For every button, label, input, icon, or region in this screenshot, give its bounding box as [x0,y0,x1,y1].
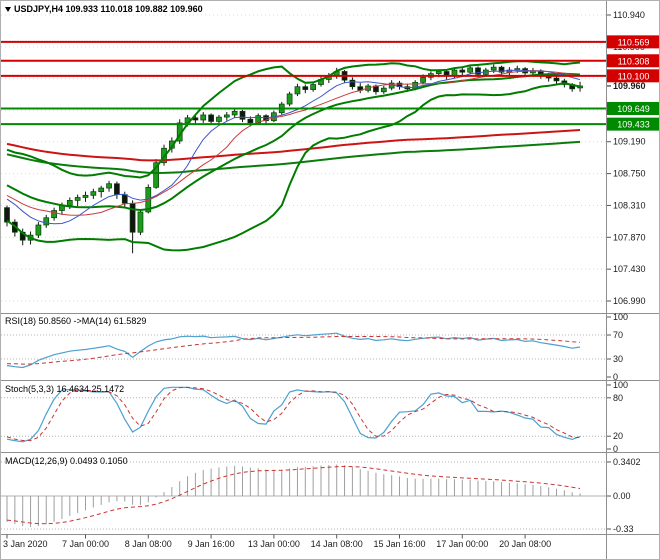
svg-text:107.430: 107.430 [613,264,646,274]
macd-signal-line [6,465,581,525]
svg-text:109.433: 109.433 [617,120,650,130]
stoch-signal-line [6,386,581,442]
time-axis-labels: 3 Jan 2020 7 Jan 00:00 8 Jan 08:00 9 Jan 16… [3,534,551,549]
svg-text:110.940: 110.940 [613,10,645,20]
svg-text:109.190: 109.190 [613,137,646,147]
time-axis[interactable] [1,535,660,560]
rsi-pane [1,332,606,369]
svg-text:109.649: 109.649 [617,104,650,114]
svg-text:8 Jan 08:00: 8 Jan 08:00 [125,539,172,549]
svg-text:109.960: 109.960 [613,81,646,91]
stoch-pane [1,386,606,443]
svg-text:108.750: 108.750 [613,169,646,179]
bollinger-middle [6,72,581,212]
svg-text:20: 20 [613,431,623,441]
svg-text:13 Jan 00:00: 13 Jan 00:00 [248,539,300,549]
svg-text:-0.33: -0.33 [613,524,634,534]
svg-text:110.100: 110.100 [618,71,650,81]
sr-lines-layer [1,40,606,126]
svg-text:70: 70 [613,330,623,340]
svg-text:108.310: 108.310 [613,200,646,210]
main-chart-area[interactable] [1,1,606,313]
svg-text:20 Jan 08:00: 20 Jan 08:00 [499,539,551,549]
macd-area[interactable] [1,453,606,534]
svg-text:9 Jan 16:00: 9 Jan 16:00 [188,539,235,549]
macd-pane [1,461,606,530]
svg-text:0: 0 [613,444,618,454]
long-ma-green [6,140,581,175]
fast-ma [6,69,581,225]
rsi-ma-line [6,336,581,365]
svg-text:3 Jan 2020: 3 Jan 2020 [3,539,48,549]
svg-text:106.990: 106.990 [613,296,646,306]
svg-text:107.870: 107.870 [613,232,646,242]
svg-text:17 Jan 00:00: 17 Jan 00:00 [436,539,488,549]
svg-text:0.3402: 0.3402 [613,457,641,467]
long-ma-red [6,129,581,162]
svg-text:0.00: 0.00 [613,491,631,501]
svg-text:0: 0 [613,372,618,382]
svg-text:110.308: 110.308 [618,56,650,66]
svg-text:30: 30 [613,354,623,364]
svg-text:100: 100 [613,312,628,322]
stoch-area[interactable] [1,381,606,452]
svg-text:110.569: 110.569 [618,37,650,47]
svg-text:14 Jan 08:00: 14 Jan 08:00 [311,539,363,549]
rsi-area[interactable] [1,314,606,380]
price-axis[interactable] [607,1,660,534]
svg-text:7 Jan 00:00: 7 Jan 00:00 [62,539,109,549]
svg-text:100: 100 [613,380,628,390]
price-axis-labels: 110.940110.500110.060109.620109.190108.7… [607,10,659,534]
svg-text:80: 80 [613,393,623,403]
svg-text:15 Jan 16:00: 15 Jan 16:00 [373,539,425,549]
bollinger-lower [6,82,581,252]
